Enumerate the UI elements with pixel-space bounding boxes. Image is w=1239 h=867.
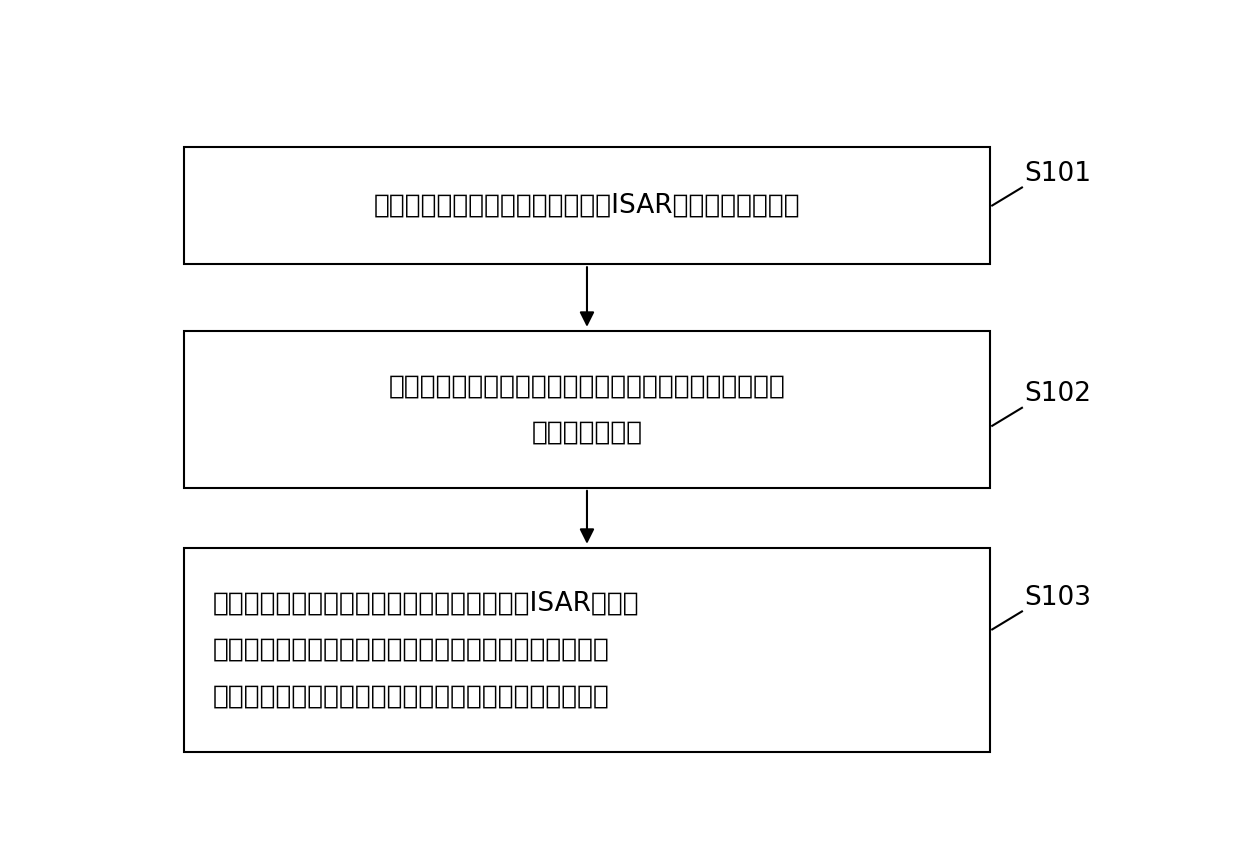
Text: 利用阈值分割方法对四极化通道的ISAR图像进行图像分割: 利用阈值分割方法对四极化通道的ISAR图像进行图像分割 bbox=[374, 192, 800, 218]
Text: 分布式散射中心: 分布式散射中心 bbox=[532, 420, 643, 446]
Text: S103: S103 bbox=[1023, 585, 1090, 611]
Text: S102: S102 bbox=[1023, 381, 1090, 407]
FancyBboxPatch shape bbox=[183, 331, 990, 488]
FancyBboxPatch shape bbox=[183, 548, 990, 752]
Text: 在判断为分布式散射中心时利用四极化通道的ISAR图像在: 在判断为分布式散射中心时利用四极化通道的ISAR图像在 bbox=[213, 590, 639, 616]
Text: S101: S101 bbox=[1023, 161, 1090, 187]
FancyBboxPatch shape bbox=[183, 147, 990, 264]
Text: 射矩阵，并基于该矩阵对分布式散射中心的类型进行判断: 射矩阵，并基于该矩阵对分布式散射中心的类型进行判断 bbox=[213, 683, 610, 709]
Text: 对图像分割后的每个闭合区域运用惯量矩方法确定是否为: 对图像分割后的每个闭合区域运用惯量矩方法确定是否为 bbox=[389, 373, 786, 399]
Text: 对应分割区域的散射幅度来构造分布式散射中心的极化散: 对应分割区域的散射幅度来构造分布式散射中心的极化散 bbox=[213, 636, 610, 662]
